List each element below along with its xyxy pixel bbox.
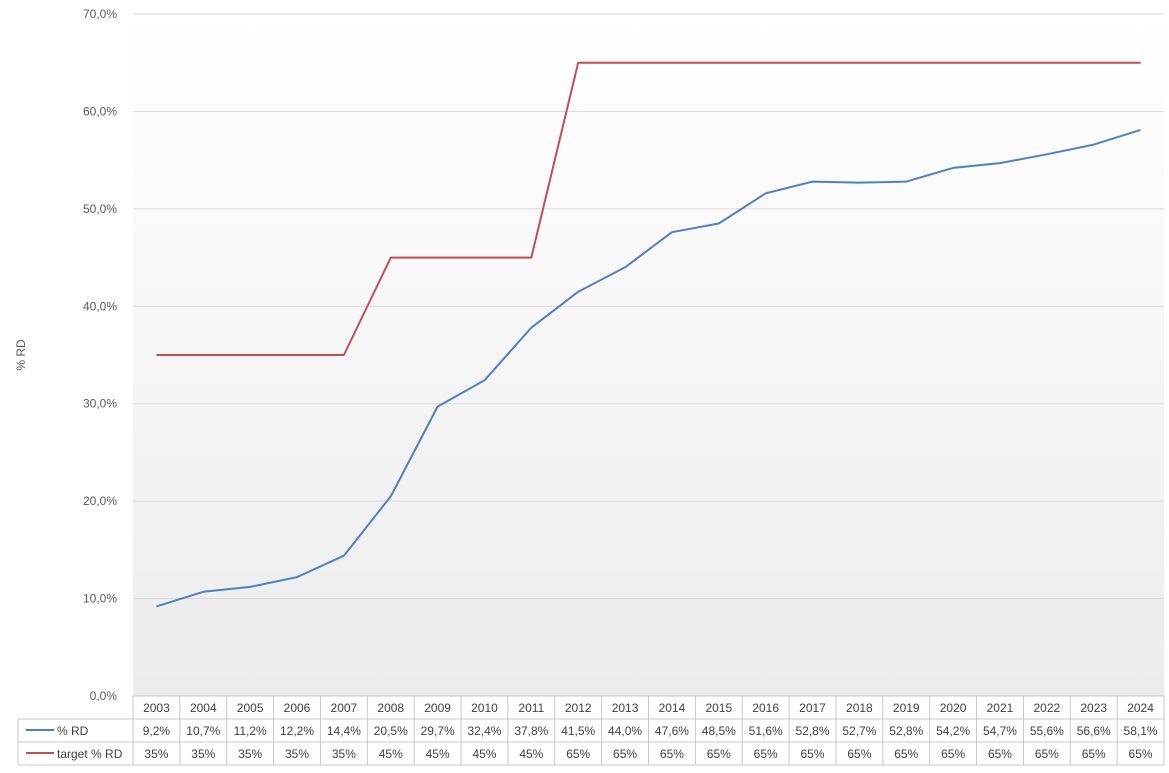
x-tick-label: 2020	[940, 701, 967, 715]
x-tick-label: 2007	[331, 701, 358, 715]
data-label: 29,7%	[421, 724, 455, 738]
data-label: 65%	[613, 747, 637, 761]
x-tick-label: 2011	[518, 701, 544, 715]
data-label: 51,6%	[749, 724, 783, 738]
x-tick-label: 2014	[659, 701, 686, 715]
series-line	[156, 128, 1141, 608]
data-label: 65%	[660, 747, 684, 761]
x-tick-label: 2016	[752, 701, 779, 715]
x-tick-label: 2010	[471, 701, 498, 715]
data-label: 54,2%	[936, 724, 970, 738]
y-tick-label: 0,0%	[90, 689, 118, 703]
data-label: 44,0%	[608, 724, 642, 738]
data-label: 41,5%	[561, 724, 595, 738]
series-line	[156, 61, 1141, 356]
data-label: 65%	[894, 747, 918, 761]
data-label: 65%	[1082, 747, 1106, 761]
x-tick-label: 2003	[143, 701, 170, 715]
data-label: 54,7%	[983, 724, 1017, 738]
data-label: 65%	[941, 747, 965, 761]
x-tick-label: 2012	[565, 701, 592, 715]
data-label: 58,1%	[1124, 724, 1158, 738]
y-tick-label: 30,0%	[83, 397, 117, 411]
x-tick-label: 2023	[1080, 701, 1107, 715]
data-label: 65%	[566, 747, 590, 761]
data-label: 52,7%	[842, 724, 876, 738]
x-tick-label: 2005	[237, 701, 264, 715]
data-label: 55,6%	[1030, 724, 1064, 738]
data-label: 35%	[144, 747, 168, 761]
data-label: 52,8%	[889, 724, 923, 738]
y-tick-label: 20,0%	[83, 494, 117, 508]
y-axis-label: % RD	[14, 339, 28, 371]
y-axis-ticks: 0,0% 10,0% 20,0% 30,0% 40,0% 50,0% 60,0% 70,0%	[83, 7, 117, 703]
data-label: 35%	[332, 747, 356, 761]
x-tick-label: 2006	[284, 701, 311, 715]
data-label: 45%	[426, 747, 450, 761]
x-tick-label: 2019	[893, 701, 920, 715]
data-label: 11,2%	[234, 724, 267, 738]
data-label: 47,6%	[655, 724, 689, 738]
data-label: 37,8%	[514, 724, 548, 738]
x-tick-label: 2013	[612, 701, 639, 715]
data-label: 65%	[1129, 747, 1153, 761]
data-label: 35%	[238, 747, 262, 761]
data-label: 20,5%	[374, 724, 408, 738]
data-label: 45%	[472, 747, 496, 761]
y-tick-label: 70,0%	[83, 7, 117, 21]
data-label: 52,8%	[796, 724, 830, 738]
data-label: 56,6%	[1077, 724, 1111, 738]
x-tick-label: 2021	[987, 701, 1014, 715]
data-table: 2003 2004 2005 2006 2007 2008 2009 2010 2011 2012…	[17, 695, 1165, 766]
data-label: 65%	[801, 747, 825, 761]
data-label: 65%	[847, 747, 871, 761]
data-label: 9,2%	[143, 724, 171, 738]
legend-entry: target % RD	[57, 747, 123, 761]
y-tick-label: 50,0%	[83, 202, 117, 216]
series-lines	[156, 61, 1141, 608]
data-label: 45%	[379, 747, 403, 761]
data-label: 45%	[519, 747, 543, 761]
data-label: 35%	[191, 747, 215, 761]
data-label: 65%	[754, 747, 778, 761]
y-tick-label: 40,0%	[83, 299, 117, 313]
data-label: 14,4%	[327, 724, 361, 738]
data-label: 12,2%	[280, 724, 314, 738]
data-label: 65%	[988, 747, 1012, 761]
data-label: 65%	[707, 747, 731, 761]
x-tick-label: 2008	[377, 701, 404, 715]
x-tick-label: 2009	[424, 701, 451, 715]
data-label: 65%	[1035, 747, 1059, 761]
x-tick-label: 2024	[1127, 701, 1154, 715]
legend-entry: % RD	[57, 724, 89, 738]
data-label: 35%	[285, 747, 309, 761]
data-label: 32,4%	[467, 724, 501, 738]
data-label: 48,5%	[702, 724, 736, 738]
x-tick-label: 2004	[190, 701, 217, 715]
y-tick-label: 10,0%	[83, 592, 117, 606]
x-tick-label: 2018	[846, 701, 873, 715]
data-label: 10,7%	[186, 724, 220, 738]
x-tick-label: 2022	[1033, 701, 1060, 715]
x-tick-label: 2017	[799, 701, 826, 715]
x-tick-label: 2015	[705, 701, 732, 715]
y-tick-label: 60,0%	[83, 104, 117, 118]
